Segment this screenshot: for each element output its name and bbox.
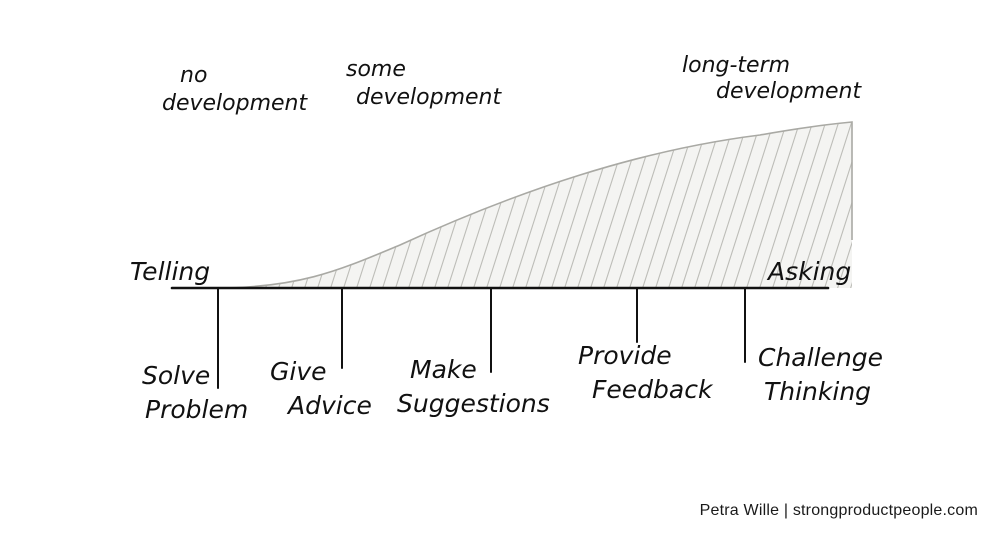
hatch-stroke	[771, 122, 828, 288]
hatch-stroke	[732, 122, 789, 288]
step-label-challenge-thinking: Challenge Thinking	[758, 343, 891, 406]
development-curve-line	[214, 121, 853, 289]
hatch-stroke	[277, 122, 334, 288]
development-area-fill	[215, 122, 852, 288]
axis-label-asking: Asking	[766, 257, 851, 286]
hatch-stroke	[889, 118, 944, 290]
hatch-stroke	[225, 122, 282, 288]
step-label-give-advice: Give Advice	[270, 357, 372, 420]
step-label-solve-problem: Solve Problem	[142, 361, 248, 424]
hatch-stroke	[719, 122, 776, 288]
hatch-stroke	[810, 122, 852, 288]
step-label-make-suggestions: Make Suggestions	[397, 355, 550, 418]
hatch-stroke	[238, 122, 295, 288]
hatch-stroke	[251, 122, 308, 288]
credit-text: Petra Wille | strongproductpeople.com	[699, 502, 978, 519]
hatch-stroke	[836, 122, 852, 288]
label-long-term-development: long-term development	[682, 53, 863, 104]
axis-label-telling: Telling	[130, 257, 210, 286]
hatch-stroke	[797, 122, 852, 288]
hatch-stroke	[863, 118, 918, 290]
hatch-stroke	[667, 122, 724, 288]
hatch-stroke	[290, 122, 347, 288]
step-label-provide-feedback: Provide Feedback	[578, 341, 714, 404]
hatch-stroke	[680, 122, 737, 288]
label-no-development: no development	[162, 63, 309, 116]
hatch-stroke	[215, 122, 269, 288]
hatch-stroke	[758, 122, 815, 288]
hatch-stroke	[745, 122, 802, 288]
hatch-stroke	[264, 122, 321, 288]
label-some-development: some development	[346, 57, 503, 110]
hatch-stroke	[876, 118, 931, 290]
hatch-stroke	[693, 122, 750, 288]
hatch-stroke	[784, 122, 841, 288]
hatch-stroke	[849, 122, 852, 288]
hatch-stroke	[654, 122, 711, 288]
hatch-stroke	[706, 122, 763, 288]
